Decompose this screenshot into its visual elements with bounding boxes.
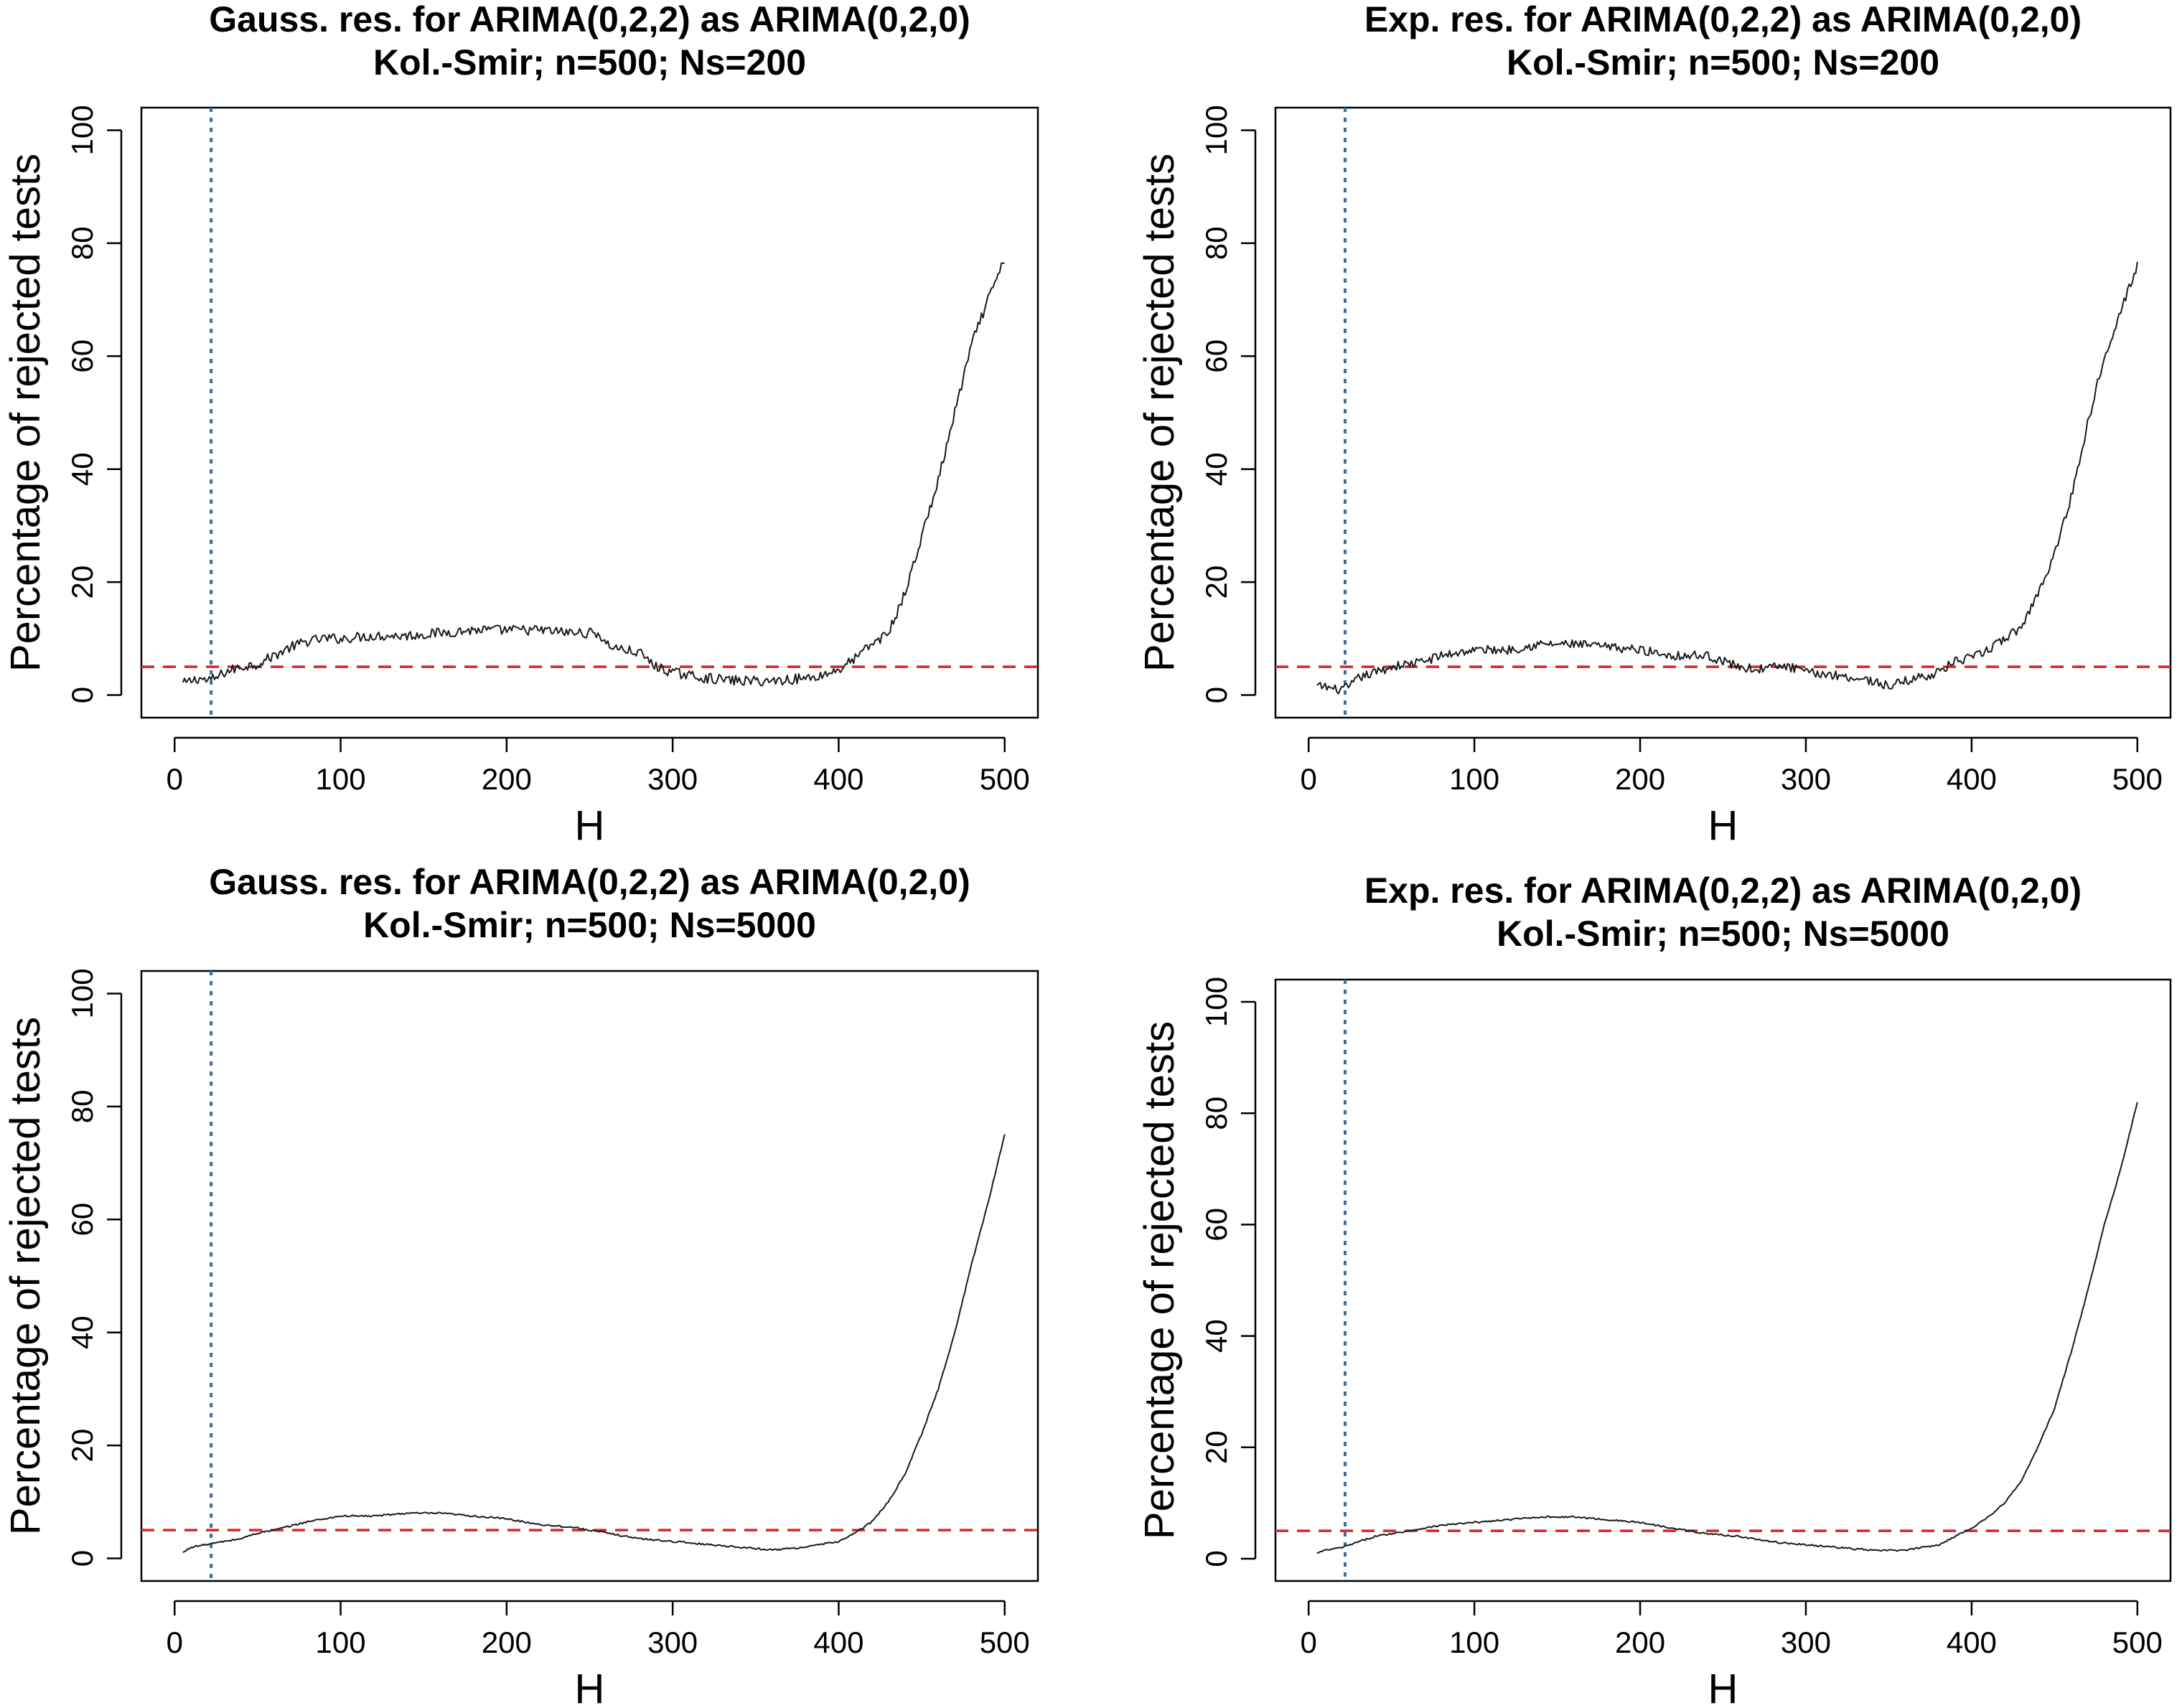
x-tick-label: 300	[647, 1625, 698, 1659]
x-axis-label: H	[1708, 1666, 1738, 1708]
x-tick-label: 500	[2112, 762, 2163, 796]
chart-title: Gauss. res. for ARIMA(0,2,2) as ARIMA(0,…	[209, 0, 970, 39]
x-tick-label: 100	[1449, 762, 1499, 796]
series-line	[1316, 1102, 2138, 1554]
x-tick-label: 400	[813, 762, 863, 796]
y-axis-label: Percentage of rejected tests	[2, 1017, 49, 1535]
y-tick-label: 60	[1199, 339, 1233, 373]
chart-subtitle: Kol.-Smir; n=500; Ns=5000	[1497, 914, 1949, 954]
x-tick-label: 400	[1947, 1625, 1997, 1659]
series-line	[1316, 261, 2138, 695]
x-axis-label: H	[575, 1666, 605, 1708]
x-tick-label: 400	[813, 1625, 863, 1659]
x-tick-label: 0	[167, 762, 183, 796]
y-tick-label: 80	[1199, 227, 1233, 261]
y-tick-label: 0	[1199, 1550, 1233, 1567]
chart-panel-1: Gauss. res. for ARIMA(0,2,2) as ARIMA(0,…	[2, 0, 1039, 849]
chart-subtitle: Kol.-Smir; n=500; Ns=200	[373, 42, 806, 83]
x-tick-label: 100	[316, 1625, 366, 1659]
y-tick-label: 80	[65, 1090, 99, 1124]
y-tick-label: 40	[65, 452, 99, 486]
y-tick-label: 100	[65, 105, 99, 155]
x-tick-label: 0	[1301, 1625, 1317, 1659]
series-line	[182, 262, 1005, 687]
y-tick-label: 20	[65, 566, 99, 599]
x-tick-label: 200	[1615, 1625, 1665, 1659]
x-tick-label: 500	[980, 762, 1030, 796]
x-tick-label: 500	[980, 1625, 1030, 1659]
y-tick-label: 20	[1199, 1430, 1233, 1464]
x-tick-label: 200	[1615, 762, 1665, 796]
chart-subtitle: Kol.-Smir; n=500; Ns=200	[1507, 42, 1939, 83]
x-tick-label: 300	[647, 762, 698, 796]
y-tick-label: 0	[65, 687, 99, 703]
chart-panel-2: Exp. res. for ARIMA(0,2,2) as ARIMA(0,2,…	[1136, 0, 2172, 849]
plot-frame	[1274, 106, 2172, 719]
y-tick-label: 80	[65, 227, 99, 261]
x-axis-label: H	[575, 802, 605, 849]
x-tick-label: 500	[2112, 1625, 2163, 1659]
x-tick-label: 0	[167, 1625, 183, 1659]
y-tick-label: 0	[65, 1550, 99, 1567]
chart-panel-3: Gauss. res. for ARIMA(0,2,2) as ARIMA(0,…	[2, 862, 1039, 1708]
y-tick-label: 60	[65, 1203, 99, 1237]
chart-title: Exp. res. for ARIMA(0,2,2) as ARIMA(0,2,…	[1364, 871, 2082, 911]
y-tick-label: 60	[65, 339, 99, 373]
chart-title: Exp. res. for ARIMA(0,2,2) as ARIMA(0,2,…	[1364, 0, 2082, 39]
plot-frame	[1274, 978, 2172, 1582]
y-tick-label: 100	[1199, 105, 1233, 155]
y-tick-label: 20	[65, 1429, 99, 1463]
y-tick-label: 20	[1199, 566, 1233, 599]
y-axis-label: Percentage of rejected tests	[1136, 154, 1183, 672]
plot-frame	[140, 970, 1039, 1582]
x-tick-label: 300	[1781, 1625, 1831, 1659]
chart-panel-4: Exp. res. for ARIMA(0,2,2) as ARIMA(0,2,…	[1136, 871, 2172, 1708]
x-tick-label: 300	[1781, 762, 1831, 796]
series-line	[182, 1134, 1006, 1554]
y-tick-label: 100	[1199, 977, 1233, 1027]
x-tick-label: 100	[316, 762, 366, 796]
y-tick-label: 0	[1199, 687, 1233, 703]
x-tick-label: 200	[482, 1625, 532, 1659]
x-axis-label: H	[1708, 802, 1738, 849]
chart-subtitle: Kol.-Smir; n=500; Ns=5000	[363, 905, 816, 945]
y-axis-label: Percentage of rejected tests	[2, 154, 49, 672]
y-tick-label: 40	[1199, 452, 1233, 486]
x-tick-label: 100	[1449, 1625, 1499, 1659]
y-tick-label: 40	[1199, 1319, 1233, 1353]
x-tick-label: 400	[1947, 762, 1997, 796]
plot-frame	[140, 106, 1039, 719]
y-tick-label: 40	[65, 1315, 99, 1349]
y-tick-label: 80	[1199, 1097, 1233, 1130]
y-axis-label: Percentage of rejected tests	[1136, 1021, 1183, 1539]
x-tick-label: 200	[482, 762, 532, 796]
y-tick-label: 60	[1199, 1208, 1233, 1242]
x-tick-label: 0	[1301, 762, 1317, 796]
y-tick-label: 100	[65, 968, 99, 1018]
chart-title: Gauss. res. for ARIMA(0,2,2) as ARIMA(0,…	[209, 862, 970, 902]
